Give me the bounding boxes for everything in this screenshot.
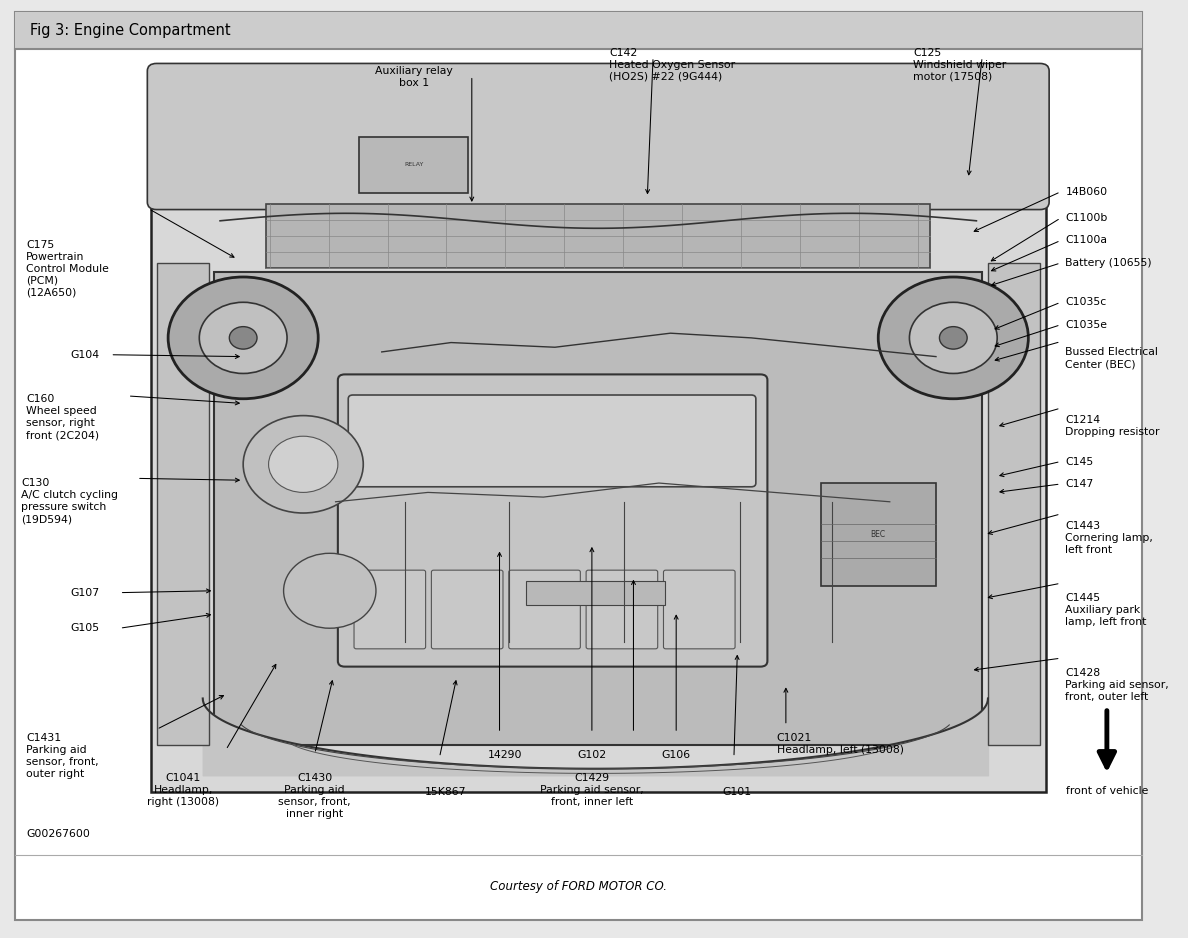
Text: C1214
Dropping resistor: C1214 Dropping resistor: [1066, 415, 1159, 437]
Circle shape: [284, 553, 375, 628]
Text: C1100a: C1100a: [1066, 235, 1107, 246]
FancyBboxPatch shape: [157, 263, 209, 746]
Text: C125
Windshield wiper
motor (17508): C125 Windshield wiper motor (17508): [912, 48, 1006, 82]
FancyBboxPatch shape: [988, 263, 1040, 746]
Text: RELAY: RELAY: [404, 162, 424, 167]
Text: BEC: BEC: [871, 530, 886, 539]
FancyBboxPatch shape: [431, 570, 503, 649]
FancyBboxPatch shape: [14, 12, 1142, 920]
Text: G104: G104: [70, 350, 99, 360]
Text: C1035c: C1035c: [1066, 297, 1106, 308]
Text: C145: C145: [1066, 457, 1094, 466]
Text: C1041
Headlamp,
right (13008): C1041 Headlamp, right (13008): [147, 774, 220, 808]
Text: Fig 3: Engine Compartment: Fig 3: Engine Compartment: [30, 23, 230, 38]
FancyBboxPatch shape: [147, 64, 1049, 209]
Text: 14290: 14290: [488, 750, 523, 760]
FancyBboxPatch shape: [337, 374, 767, 667]
Text: G107: G107: [70, 587, 99, 598]
Text: C1443
Cornering lamp,
left front: C1443 Cornering lamp, left front: [1066, 521, 1154, 554]
FancyBboxPatch shape: [151, 67, 1045, 792]
FancyBboxPatch shape: [266, 204, 930, 267]
Circle shape: [200, 302, 287, 373]
Text: Courtesy of FORD MOTOR CO.: Courtesy of FORD MOTOR CO.: [489, 880, 666, 893]
Text: C160
Wheel speed
sensor, right
front (2C204): C160 Wheel speed sensor, right front (2C…: [26, 394, 100, 440]
FancyBboxPatch shape: [359, 137, 468, 192]
Circle shape: [169, 277, 318, 399]
FancyBboxPatch shape: [821, 483, 936, 586]
Text: 14B060: 14B060: [1066, 187, 1107, 197]
Circle shape: [910, 302, 997, 373]
Text: C175
Powertrain
Control Module
(PCM)
(12A650): C175 Powertrain Control Module (PCM) (12…: [26, 239, 109, 297]
Circle shape: [268, 436, 337, 492]
FancyBboxPatch shape: [354, 570, 425, 649]
Circle shape: [878, 277, 1029, 399]
Circle shape: [244, 416, 364, 513]
FancyBboxPatch shape: [14, 12, 1142, 50]
Text: C142
Heated Oxygen Sensor
(HO2S) #22 (9G444): C142 Heated Oxygen Sensor (HO2S) #22 (9G…: [609, 48, 735, 82]
Text: Bussed Electrical
Center (BEC): Bussed Electrical Center (BEC): [1066, 347, 1158, 370]
Circle shape: [940, 326, 967, 349]
Text: G105: G105: [70, 623, 99, 633]
Text: C1100b: C1100b: [1066, 213, 1107, 223]
FancyBboxPatch shape: [508, 570, 581, 649]
FancyBboxPatch shape: [348, 395, 756, 487]
Text: 15K867: 15K867: [424, 787, 466, 797]
Text: Battery (10655): Battery (10655): [1066, 258, 1152, 268]
Text: C1430
Parking aid
sensor, front,
inner right: C1430 Parking aid sensor, front, inner r…: [278, 774, 352, 820]
Text: C147: C147: [1066, 479, 1094, 489]
Text: C1431
Parking aid
sensor, front,
outer right: C1431 Parking aid sensor, front, outer r…: [26, 734, 99, 779]
Text: C1035e: C1035e: [1066, 320, 1107, 330]
Text: G00267600: G00267600: [26, 829, 90, 840]
Text: Auxiliary relay
box 1: Auxiliary relay box 1: [375, 67, 453, 88]
Text: C1429
Parking aid sensor,
front, inner left: C1429 Parking aid sensor, front, inner l…: [541, 774, 644, 808]
FancyBboxPatch shape: [586, 570, 658, 649]
Text: C1445
Auxiliary park
lamp, left front: C1445 Auxiliary park lamp, left front: [1066, 593, 1146, 627]
Text: C1428
Parking aid sensor,
front, outer left: C1428 Parking aid sensor, front, outer l…: [1066, 668, 1169, 702]
FancyBboxPatch shape: [663, 570, 735, 649]
Text: front of vehicle: front of vehicle: [1066, 785, 1148, 795]
Text: C130
A/C clutch cycling
pressure switch
(19D594): C130 A/C clutch cycling pressure switch …: [21, 478, 119, 524]
FancyBboxPatch shape: [214, 272, 982, 746]
Text: C1021
Headlamp, left (13008): C1021 Headlamp, left (13008): [777, 734, 904, 755]
Text: G106: G106: [662, 750, 690, 760]
Text: G101: G101: [722, 787, 752, 797]
FancyBboxPatch shape: [526, 582, 664, 605]
Text: G102: G102: [577, 750, 606, 760]
Circle shape: [229, 326, 257, 349]
